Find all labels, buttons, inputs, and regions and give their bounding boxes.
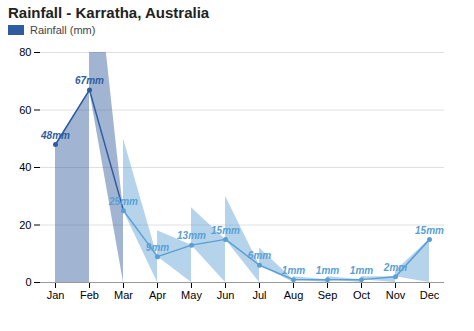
html-text:Rainfall (mm): Rainfall (mm) [30, 24, 96, 36]
svg-text:48mm: 48mm [40, 130, 70, 141]
svg-text:1mm: 1mm [316, 265, 339, 276]
svg-text:Jun: Jun [217, 289, 235, 301]
svg-text:80: 80 [19, 46, 31, 58]
svg-text:60: 60 [19, 104, 31, 116]
svg-text:1mm: 1mm [350, 265, 373, 276]
svg-text:25mm: 25mm [108, 196, 138, 207]
svg-text:Jul: Jul [252, 289, 266, 301]
svg-text:1mm: 1mm [282, 265, 305, 276]
svg-text:Mar: Mar [114, 289, 133, 301]
svg-text:15mm: 15mm [415, 225, 444, 236]
svg-text:Dec: Dec [420, 289, 440, 301]
svg-text:Jan: Jan [47, 289, 65, 301]
svg-text:2mm: 2mm [383, 262, 407, 273]
svg-text:15mm: 15mm [211, 225, 240, 236]
svg-text:0: 0 [25, 276, 31, 288]
svg-text:Aug: Aug [284, 289, 304, 301]
svg-text:Nov: Nov [386, 289, 406, 301]
svg-text:Feb: Feb [80, 289, 99, 301]
svg-text:Oct: Oct [353, 289, 370, 301]
svg-text:May: May [181, 289, 202, 301]
svg-text:Sep: Sep [318, 289, 338, 301]
html-text:Rainfall - Karratha, Australia: Rainfall - Karratha, Australia [8, 4, 210, 21]
svg-text:13mm: 13mm [177, 230, 206, 241]
svg-text:20: 20 [19, 219, 31, 231]
svg-text:67mm: 67mm [75, 75, 104, 86]
svg-text:6mm: 6mm [248, 250, 271, 261]
svg-text:9mm: 9mm [146, 242, 169, 253]
svg-text:40: 40 [19, 161, 31, 173]
svg-text:Apr: Apr [149, 289, 166, 301]
